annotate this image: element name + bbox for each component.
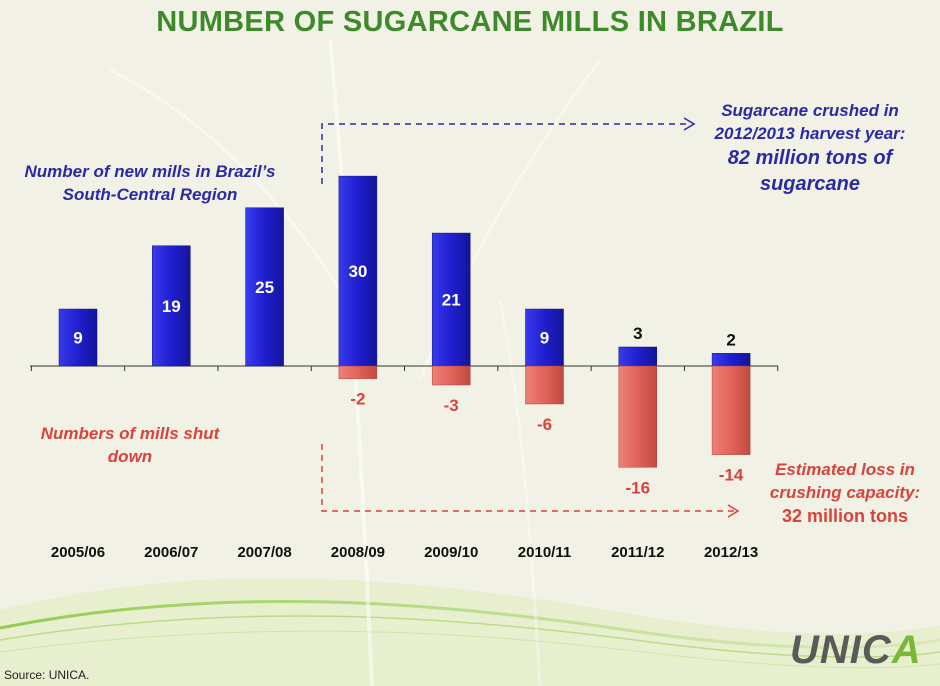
loss-line-3: 32 million tons — [781, 506, 909, 526]
bar-new-mills — [58, 308, 98, 367]
bar-new-mills — [338, 175, 378, 367]
data-label-mills-shut: -16 — [626, 478, 651, 497]
crushed-line-1: Sugarcane crushed in — [721, 101, 899, 120]
data-label-mills-shut: -14 — [719, 466, 744, 485]
crushed-arrow-head — [683, 117, 696, 131]
bar-new-mills — [152, 245, 191, 367]
crushed-line-4: sugarcane — [759, 173, 861, 195]
x-tick-label: 2010/11 — [518, 544, 571, 561]
x-tick-label: 2012/13 — [704, 544, 758, 561]
data-label-new-mills: 9 — [73, 329, 82, 348]
bar-mills-shut — [431, 365, 471, 386]
chart-title: NUMBER OF SUGARCANE MILLS IN BRAZIL — [156, 6, 784, 38]
bar-mills-shut — [338, 365, 378, 379]
bar-new-mills — [525, 308, 564, 367]
x-tick-label: 2006/07 — [144, 544, 198, 561]
data-label-new-mills: 9 — [540, 329, 549, 348]
shut-down-line-2: down — [107, 447, 153, 466]
data-label-new-mills: 21 — [442, 291, 461, 310]
new-mills-line-1: Number of new mills in Brazil’s — [24, 162, 276, 181]
unica-logo: UNICA — [790, 628, 922, 673]
shut-down-annotation: Numbers of mills shut down — [20, 422, 240, 468]
bar-mills-shut — [618, 365, 658, 468]
crushed-line-3: 82 million tons of — [727, 147, 893, 169]
shut-down-line-1: Numbers of mills shut — [40, 424, 220, 443]
logo-accent: A — [891, 628, 922, 672]
data-label-new-mills: 2 — [726, 330, 735, 349]
bar-mills-shut — [711, 365, 751, 455]
x-tick-label: 2009/10 — [424, 544, 478, 561]
crushed-annotation: Sugarcane crushed in 2012/2013 harvest y… — [690, 99, 930, 197]
loss-annotation: Estimated loss in crushing capacity: 32 … — [752, 458, 938, 528]
source-note: Source: UNICA. — [4, 668, 90, 682]
bar-new-mills — [431, 232, 471, 367]
x-tick-label: 2011/12 — [611, 544, 664, 561]
bar-new-mills — [245, 207, 284, 367]
data-label-new-mills: 25 — [255, 278, 274, 297]
loss-arrow-head — [727, 504, 740, 518]
x-tick-label: 2005/06 — [51, 544, 105, 561]
data-label-mills-shut: -6 — [537, 415, 552, 434]
x-tick-label: 2008/09 — [331, 544, 385, 561]
bar-new-mills — [618, 346, 658, 367]
bar-mills-shut — [525, 365, 564, 405]
crushed-line-2: 2012/2013 harvest year: — [714, 124, 906, 143]
crushed-arrow-line — [321, 123, 690, 184]
logo-text: UNIC — [790, 628, 892, 672]
loss-arrow-line — [321, 444, 734, 512]
data-label-mills-shut: -3 — [444, 396, 459, 415]
loss-line-1: Estimated loss in — [775, 460, 915, 479]
new-mills-annotation: Number of new mills in Brazil’s South-Ce… — [0, 160, 300, 206]
bar-new-mills — [711, 353, 751, 367]
x-tick-label: 2007/08 — [237, 544, 291, 561]
new-mills-line-2: South-Central Region — [62, 185, 238, 204]
loss-line-2: crushing capacity: — [769, 483, 921, 502]
data-label-new-mills: 19 — [162, 297, 181, 316]
data-label-new-mills: 3 — [633, 324, 642, 343]
data-label-new-mills: 30 — [348, 262, 367, 281]
data-label-mills-shut: -2 — [350, 390, 365, 409]
